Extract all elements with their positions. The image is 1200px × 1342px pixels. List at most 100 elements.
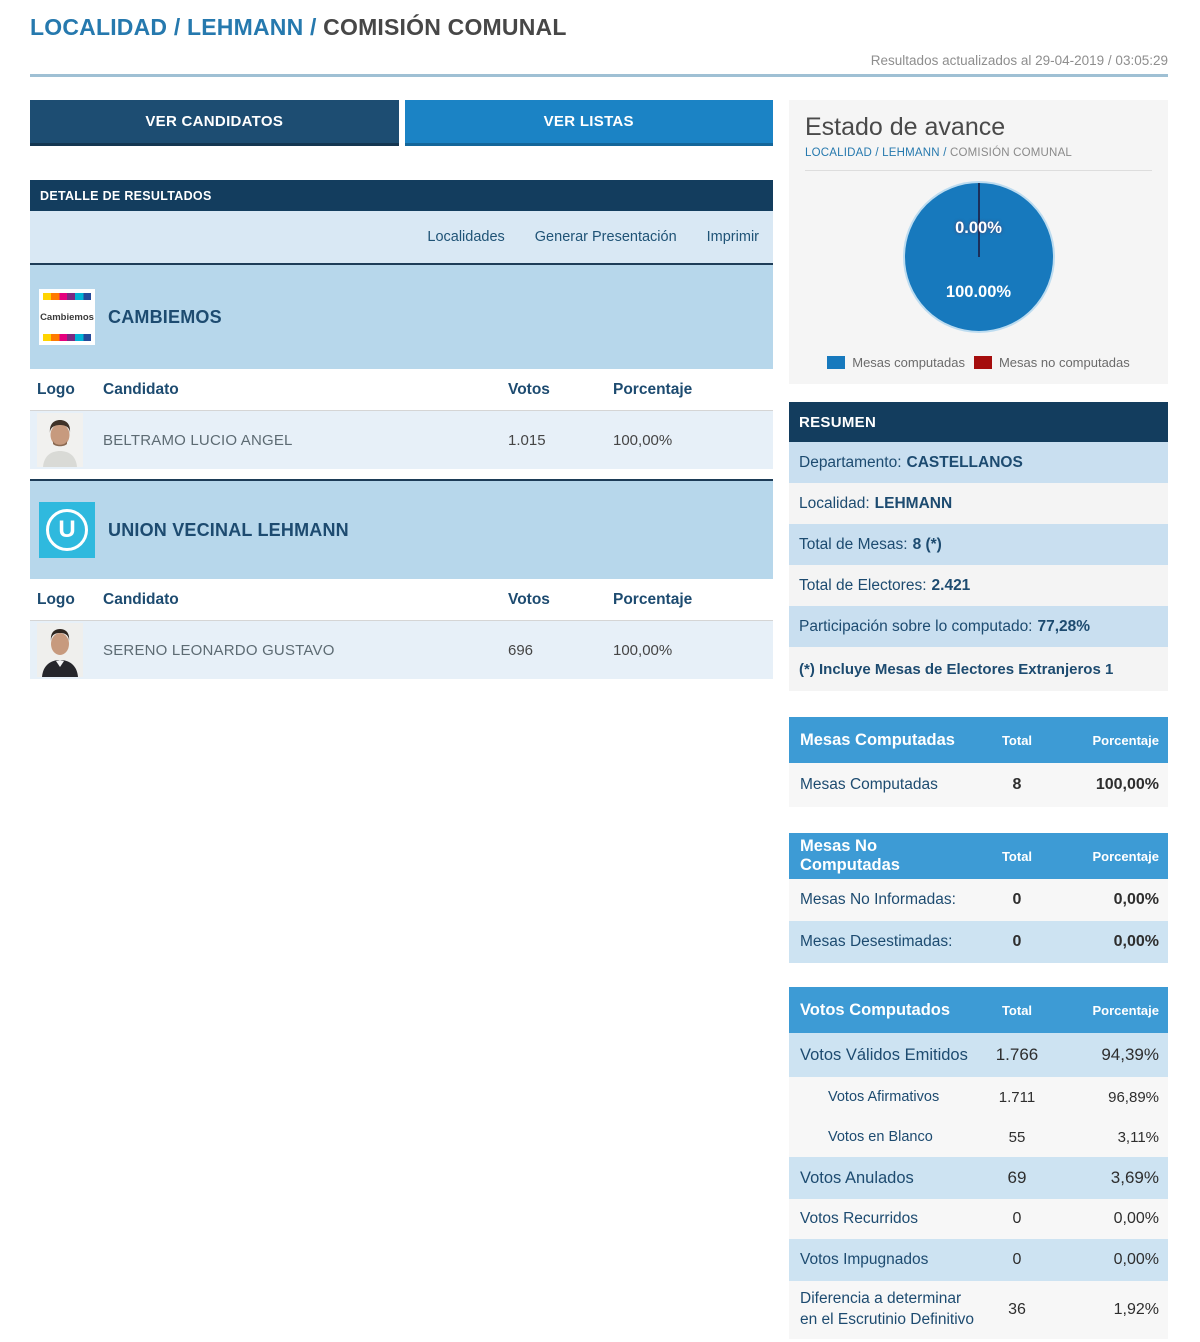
resumen-value: LEHMANN [874, 494, 953, 512]
row-label: Mesas Computadas [800, 776, 938, 793]
party-band: Cambiemos CAMBIEMOS [30, 265, 773, 369]
row-label: Votos Válidos Emitidos [800, 1045, 968, 1064]
estado-title: Estado de avance [805, 113, 1006, 141]
mesas-no-computadas-header: Mesas No Computadas Total Porcentaje [789, 833, 1168, 879]
legend-label: Mesas no computadas [998, 355, 1130, 370]
breadcrumb-current: COMISIÓN COMUNAL [316, 14, 567, 40]
row-total: 36 [1008, 1301, 1026, 1318]
col-header-logo: Logo [37, 590, 75, 608]
row-total: 0 [1012, 1210, 1022, 1227]
col-header-total: Total [1001, 1002, 1033, 1018]
generar-presentacion-link[interactable]: Generar Presentación [534, 229, 677, 245]
candidate-row: SERENO LEONARDO GUSTAVO 696 100,00% [30, 621, 773, 679]
table-row: Mesas Computadas 8 100,00% [789, 763, 1168, 807]
legend-label: Mesas computadas [852, 355, 965, 370]
estado-separator [805, 170, 1152, 171]
imprimir-link[interactable]: Imprimir [706, 229, 759, 245]
col-header-porcentaje: Porcentaje [1092, 732, 1159, 748]
resumen-header: RESUMEN [789, 402, 1168, 442]
mesas-no-computadas-table: Mesas No Computadas Total Porcentaje Mes… [789, 833, 1168, 963]
tab-ver-listas[interactable]: VER LISTAS [404, 100, 773, 146]
col-header-total: Total [1001, 848, 1033, 864]
row-total: 55 [1008, 1128, 1026, 1146]
pie-slice-no-computadas [977, 183, 980, 257]
row-label: Votos Impugnados [800, 1251, 929, 1268]
row-total: 69 [1007, 1168, 1027, 1187]
candidate-percent: 100,00% [613, 431, 673, 449]
row-label: Votos Anulados [800, 1168, 914, 1187]
row-percent: 3,11% [1117, 1128, 1159, 1146]
results-toolbar: Localidades Generar Presentación Imprimi… [30, 211, 773, 263]
party-name: UNION VECINAL LEHMANN [108, 519, 349, 540]
table-row-diferencia: Diferencia a determinar en el Escrutinio… [789, 1281, 1168, 1339]
estado-breadcrumb: LOCALIDAD / LEHMANN / COMISIÓN COMUNAL [805, 147, 1152, 159]
table-row-votos-anulados: Votos Anulados 69 3,69% [789, 1157, 1168, 1199]
row-label: Diferencia a determinar en el Escrutinio… [800, 1290, 975, 1328]
localidades-link[interactable]: Localidades [427, 229, 505, 245]
table-row-votos-en-blanco: Votos en Blanco 55 3,11% [789, 1117, 1168, 1157]
summary-column: Estado de avance LOCALIDAD / LEHMANN / C… [789, 100, 1168, 1339]
candidate-votes: 1.015 [508, 431, 546, 449]
row-total: 0 [1012, 1251, 1022, 1268]
results-updated-timestamp: Resultados actualizados al 29-04-2019 / … [870, 53, 1168, 68]
resumen-row-total-mesas: Total de Mesas: 8 (*) [789, 524, 1168, 565]
row-percent: 94,39% [1101, 1045, 1159, 1064]
resumen-label: Total de Electores: [799, 576, 927, 594]
row-percent: 3,69% [1110, 1168, 1159, 1187]
resumen-footnote: (*) Incluye Mesas de Electores Extranjer… [789, 647, 1168, 691]
mesas-computadas-table: Mesas Computadas Total Porcentaje Mesas … [789, 717, 1168, 807]
party-band: U UNION VECINAL LEHMANN [30, 481, 773, 579]
pie-label-zero: 0.00% [955, 219, 1002, 237]
row-percent: 96,89% [1108, 1088, 1159, 1106]
table-row-votos-recurridos: Votos Recurridos 0 0,00% [789, 1199, 1168, 1239]
resumen-row-total-electores: Total de Electores: 2.421 [789, 565, 1168, 606]
col-header-votos: Votos [508, 590, 550, 608]
row-label: Votos Afirmativos [828, 1089, 940, 1105]
resumen-row-departamento: Departamento: CASTELLANOS [789, 442, 1168, 483]
table-row-votos-validos: Votos Válidos Emitidos 1.766 94,39% [789, 1033, 1168, 1077]
estado-de-avance-panel: Estado de avance LOCALIDAD / LEHMANN / C… [789, 100, 1168, 384]
row-label: Mesas Desestimadas: [800, 933, 953, 950]
table-row: Mesas No Informadas: 0 0,00% [789, 879, 1168, 921]
legend-swatch-blue [827, 356, 846, 369]
breadcrumb-locality-link[interactable]: LOCALIDAD / LEHMANN / [30, 14, 317, 40]
union-logo-ring: U [46, 509, 88, 551]
party-section-cambiemos: Cambiemos CAMBIEMOS Logo Candidato Votos… [30, 263, 773, 469]
pie-label-hundred: 100.00% [945, 283, 1012, 301]
table-title: Mesas No Computadas [800, 837, 900, 874]
resumen-row-localidad: Localidad: LEHMANN [789, 483, 1168, 524]
table-row: Mesas Desestimadas: 0 0,00% [789, 921, 1168, 963]
party-section-union-vecinal: U UNION VECINAL LEHMANN Logo Candidato V… [30, 479, 773, 679]
row-percent: 1,92% [1113, 1301, 1159, 1318]
header-separator [30, 74, 1168, 77]
resumen-value: CASTELLANOS [906, 453, 1023, 471]
mesas-computadas-header: Mesas Computadas Total Porcentaje [789, 717, 1168, 763]
row-total: 0 [1012, 933, 1022, 950]
results-column: VER CANDIDATOS VER LISTAS DETALLE DE RES… [30, 100, 773, 1339]
candidate-row: BELTRAMO LUCIO ANGEL 1.015 100,00% [30, 411, 773, 469]
col-header-porcentaje: Porcentaje [613, 590, 693, 608]
table-row-votos-afirmativos: Votos Afirmativos 1.711 96,89% [789, 1077, 1168, 1117]
legend-swatch-red [973, 356, 992, 369]
col-header-porcentaje: Porcentaje [1092, 848, 1159, 864]
candidate-percent: 100,00% [613, 641, 673, 659]
col-header-candidato: Candidato [103, 380, 179, 398]
page-title: LOCALIDAD / LEHMANN / COMISIÓN COMUNAL [30, 14, 1168, 41]
table-title: Mesas Computadas [800, 730, 955, 749]
candidate-votes: 696 [508, 641, 534, 659]
resumen-value: 77,28% [1037, 617, 1091, 635]
legend-item-computadas: Mesas computadas [827, 355, 965, 370]
row-label: Mesas No Informadas: [800, 891, 956, 908]
votos-computados-header: Votos Computados Total Porcentaje [789, 987, 1168, 1033]
estado-breadcrumb-link[interactable]: LOCALIDAD / LEHMANN / [805, 147, 947, 159]
resumen-label: Departamento: [799, 453, 902, 471]
cambiemos-logo: Cambiemos [39, 289, 95, 345]
row-percent: 0,00% [1113, 933, 1159, 950]
union-logo-letter: U [58, 516, 76, 543]
detail-results-header: DETALLE DE RESULTADOS [30, 180, 773, 211]
tab-ver-candidatos[interactable]: VER CANDIDATOS [30, 100, 399, 146]
resumen-label: Localidad: [799, 494, 870, 512]
mesas-pie-chart: 0.00% 100.00% [805, 181, 1152, 349]
cambiemos-logo-text: Cambiemos [40, 311, 94, 323]
